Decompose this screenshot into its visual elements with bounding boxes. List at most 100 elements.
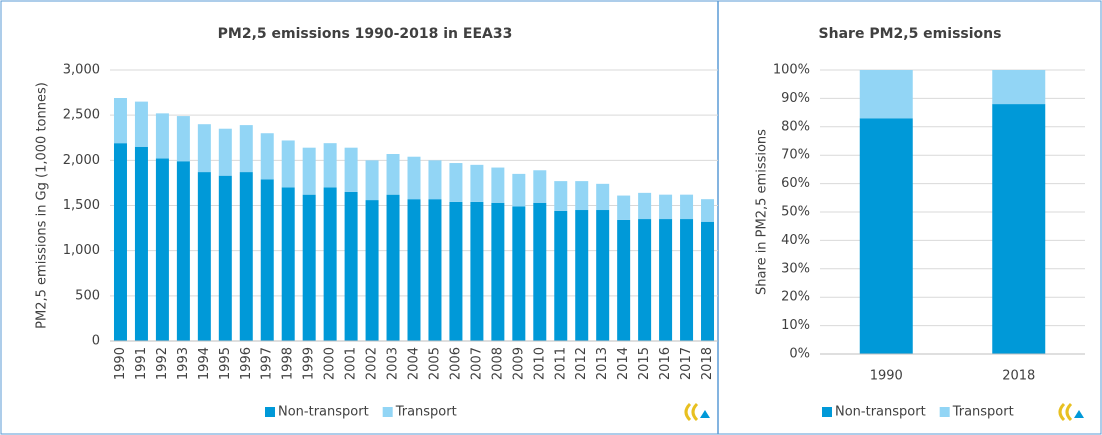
y-tick-label: 0% [789, 347, 810, 362]
x-tick-label: 1993 [176, 347, 191, 380]
bar-segment [386, 154, 400, 195]
x-tick-label: 2000 [323, 347, 338, 380]
x-tick-label: 2018 [1002, 369, 1035, 384]
bar-segment [992, 70, 1046, 105]
x-tick-label: 2017 [679, 347, 694, 380]
legend-label: Non-transport [278, 405, 369, 420]
bar-segment [323, 143, 337, 188]
bar-segment [617, 219, 631, 341]
bar-segment [407, 199, 421, 341]
x-tick-label: 2004 [407, 347, 422, 380]
bar-segment [659, 219, 673, 341]
chart-title: PM2,5 emissions 1990-2018 in EEA33 [218, 26, 513, 42]
y-axis-label: Share in PM2,5 emissions [755, 129, 770, 295]
legend-swatch [939, 407, 950, 417]
x-tick-label: 2011 [553, 347, 568, 380]
bar-segment [239, 125, 253, 173]
bar-segment [449, 201, 463, 341]
bar-segment [596, 210, 610, 341]
bar-segment [638, 192, 652, 220]
x-tick-label: 2005 [427, 347, 442, 380]
bar-segment [260, 133, 274, 180]
bar-segment [533, 202, 547, 341]
y-tick-label: 30% [781, 261, 810, 276]
y-tick-label: 2,000 [63, 153, 100, 168]
bar-segment [176, 161, 190, 341]
bar-segment [554, 210, 568, 341]
bar-segment [155, 158, 169, 341]
x-tick-label: 2018 [700, 347, 715, 380]
chart-title: Share PM2,5 emissions [819, 26, 1002, 42]
bar-segment [197, 172, 211, 341]
legend-swatch [822, 407, 832, 417]
legend-label: Non-transport [835, 405, 926, 420]
bar-segment [218, 128, 232, 176]
bar-segment [470, 164, 484, 202]
x-tick-label: 1998 [281, 347, 296, 380]
bar-segment [859, 70, 913, 119]
bar-segment [575, 181, 589, 211]
bar-segment [365, 160, 379, 201]
y-tick-label: 2,500 [63, 108, 100, 123]
x-tick-label: 1990 [870, 369, 903, 384]
y-tick-label: 0 [92, 334, 100, 349]
bar-segment [491, 167, 505, 203]
x-tick-label: 1997 [260, 347, 275, 380]
x-tick-label: 1995 [218, 347, 233, 380]
bar-segment [386, 194, 400, 341]
logo [684, 402, 710, 422]
bar-segment [533, 170, 547, 203]
bar-segment [428, 160, 442, 200]
bar-segment [701, 221, 715, 341]
y-tick-label: 70% [781, 148, 810, 163]
x-tick-label: 1990 [113, 347, 128, 380]
y-tick-label: 60% [781, 176, 810, 191]
x-tick-label: 1999 [302, 347, 317, 380]
legend-swatch [265, 407, 275, 417]
bar-segment [617, 195, 631, 220]
bar-segment [344, 191, 358, 341]
bar-segment [470, 201, 484, 341]
bar-segment [176, 116, 190, 162]
y-tick-label: 80% [781, 119, 810, 134]
bar-segment [134, 101, 148, 147]
legend-label: Transport [952, 405, 1014, 420]
x-tick-label: 2008 [490, 347, 505, 380]
x-tick-label: 1996 [239, 347, 254, 380]
bar-segment [596, 183, 610, 211]
x-tick-label: 2009 [511, 347, 526, 380]
y-tick-label: 1,500 [63, 198, 100, 213]
y-tick-label: 1,000 [63, 243, 100, 258]
x-tick-label: 2006 [448, 347, 463, 380]
bar-segment [134, 146, 148, 341]
bar-segment [281, 140, 295, 188]
bar-segment [365, 200, 379, 341]
bar-segment [197, 124, 211, 173]
bar-segment [638, 219, 652, 341]
x-tick-label: 2013 [595, 347, 610, 380]
logo [1058, 402, 1084, 422]
bar-segment [659, 194, 673, 220]
x-tick-label: 2010 [532, 347, 547, 380]
bar-segment [449, 163, 463, 202]
x-tick-label: 1994 [197, 347, 212, 380]
bar-segment [155, 113, 169, 159]
bar-segment [428, 199, 442, 341]
x-tick-label: 2016 [658, 347, 673, 380]
x-tick-label: 2014 [616, 347, 631, 380]
legend-swatch [382, 407, 393, 417]
y-tick-label: 10% [781, 318, 810, 333]
bar-segment [491, 202, 505, 341]
bar-segment [701, 199, 715, 222]
bar-segment [218, 175, 232, 341]
y-tick-label: 40% [781, 233, 810, 248]
x-tick-label: 2002 [365, 347, 380, 380]
bar-segment [281, 187, 295, 341]
y-tick-label: 50% [781, 205, 810, 220]
x-tick-label: 2007 [469, 347, 484, 380]
bar-segment [302, 194, 316, 341]
bar-segment [407, 156, 421, 200]
bar-segment [239, 172, 253, 341]
x-tick-label: 2003 [386, 347, 401, 380]
